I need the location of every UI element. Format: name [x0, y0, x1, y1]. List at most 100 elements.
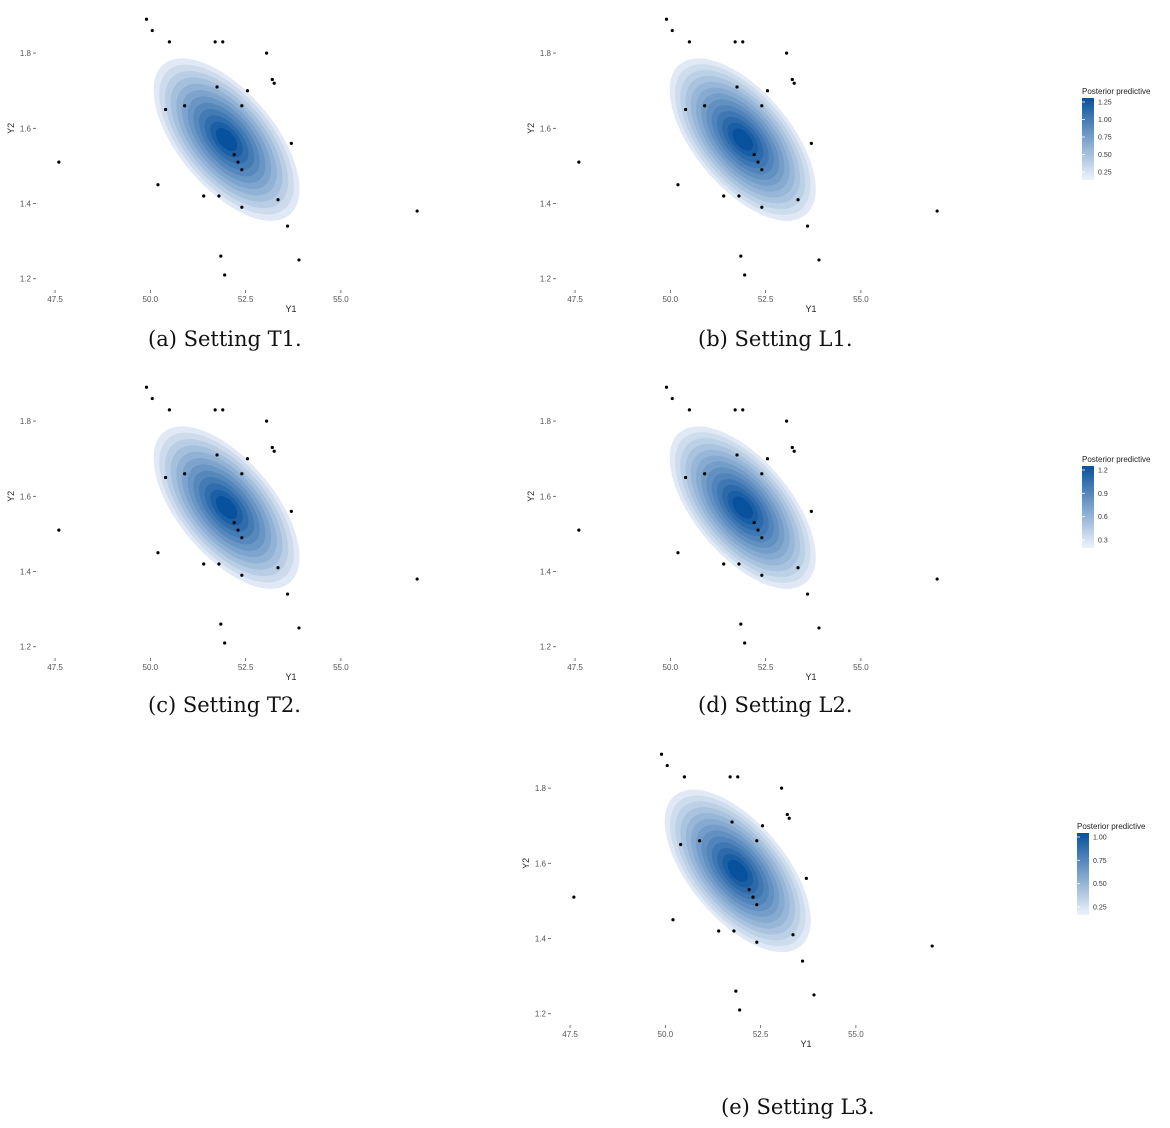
- data-point: [805, 224, 810, 228]
- data-point: [215, 453, 219, 457]
- data-point: [223, 273, 227, 277]
- data-point: [760, 536, 764, 540]
- density-b: [669, 58, 816, 221]
- data-point: [765, 457, 770, 461]
- data-point: [800, 959, 805, 963]
- caption-e: (e) Setting L3.: [721, 1095, 875, 1119]
- data-point: [790, 77, 794, 82]
- legend: Posterior predictive 1.00 0.75 0.50 0.25: [1077, 822, 1146, 915]
- y-tick-label: 1.8: [540, 417, 552, 426]
- data-point: [737, 562, 741, 566]
- data-point: [665, 763, 669, 768]
- data-point: [577, 160, 581, 164]
- density-e: [664, 789, 811, 953]
- data-point: [728, 775, 732, 779]
- data-point: [276, 566, 280, 570]
- data-point: [240, 205, 244, 209]
- data-point: [743, 641, 747, 645]
- data-point: [240, 536, 244, 540]
- x-tick-label: 52.5: [238, 295, 254, 304]
- chart-d: 47.5 50.0 52.5 55.0 1.2 1.4 1.6 1.8 Y1 Y2 Posterio…: [526, 385, 1151, 682]
- data-point: [703, 472, 707, 476]
- data-point: [240, 573, 244, 577]
- y-tick-label: 1.8: [535, 784, 547, 793]
- data-point: [809, 509, 813, 513]
- data-point: [805, 592, 810, 596]
- y-tick-label: 1.4: [535, 935, 547, 944]
- data-point: [236, 160, 240, 164]
- data-point: [163, 107, 168, 112]
- y-tick-label: 1.8: [20, 417, 32, 426]
- data-point: [930, 944, 934, 948]
- y-tick-label: 1.4: [540, 200, 552, 209]
- data-point: [733, 408, 737, 412]
- data-point: [272, 449, 276, 453]
- data-point: [664, 17, 669, 21]
- data-point: [735, 453, 739, 457]
- points-a: [57, 17, 419, 277]
- y-tick-label: 1.2: [535, 1010, 547, 1019]
- x-tick-label: 52.5: [758, 663, 774, 672]
- data-point: [817, 258, 821, 262]
- data-point: [787, 816, 791, 820]
- points-c: [57, 385, 419, 645]
- y-tick-label: 1.6: [535, 859, 547, 868]
- data-point: [670, 28, 674, 33]
- data-point: [752, 153, 756, 157]
- data-point: [245, 457, 250, 461]
- panel-a: 47.5 50.0 52.5 55.0 1.2 1.4 1.6 1.8 Y1 Y2 (a) Set…: [0, 0, 560, 360]
- data-point: [671, 918, 675, 922]
- y-axis-label: Y2: [6, 123, 16, 134]
- data-point: [202, 194, 206, 198]
- data-point: [676, 551, 680, 555]
- x-tick-label: 47.5: [47, 663, 63, 672]
- y-tick-label: 1.4: [20, 568, 32, 577]
- data-point: [791, 933, 795, 937]
- data-point: [219, 254, 223, 258]
- data-point: [755, 903, 759, 907]
- y-tick-label: 1.2: [20, 275, 32, 284]
- data-point: [163, 475, 168, 480]
- chart-c: 47.5 50.0 52.5 55.0 1.2 1.4 1.6 1.8 Y1 Y2: [6, 385, 419, 682]
- data-point: [221, 408, 225, 412]
- legend-tick-label: 0.3: [1098, 538, 1108, 545]
- y-axis-label: Y2: [6, 491, 16, 502]
- legend-title: Posterior predictive: [1077, 822, 1146, 831]
- legend-colorbar: [1082, 98, 1094, 180]
- data-point: [202, 562, 206, 566]
- data-point: [792, 81, 796, 85]
- data-point: [167, 408, 171, 412]
- data-point: [144, 17, 149, 21]
- legend-tick-label: 0.6: [1098, 514, 1108, 521]
- chart-e: 47.5 50.0 52.5 55.0 1.2 1.4 1.6 1.8 Y1 Y2 Posterio…: [521, 752, 1146, 1049]
- y-tick-label: 1.2: [540, 643, 552, 652]
- caption-d: (d) Setting L2.: [698, 693, 853, 717]
- data-point: [812, 993, 816, 997]
- data-point: [739, 254, 743, 258]
- legend-tick-label: 0.50: [1093, 881, 1107, 888]
- x-axis-label: Y1: [285, 672, 296, 682]
- chart-b: 47.5 50.0 52.5 55.0 1.2 1.4 1.6 1.8 Y1 Y2 Posterio…: [526, 17, 1151, 314]
- data-point: [270, 445, 274, 450]
- data-point: [739, 622, 743, 626]
- data-point: [755, 839, 759, 843]
- y-tick-label: 1.6: [20, 492, 32, 501]
- data-point: [760, 168, 764, 172]
- data-point: [765, 89, 770, 93]
- legend-colorbar: [1077, 833, 1089, 915]
- x-tick-label: 52.5: [238, 663, 254, 672]
- points-e: [572, 752, 934, 1012]
- y-tick-label: 1.4: [540, 568, 552, 577]
- x-tick-label: 50.0: [663, 295, 679, 304]
- density-level-12: [215, 128, 238, 152]
- y-axis-label: Y2: [526, 491, 536, 502]
- data-point: [156, 551, 160, 555]
- data-point: [156, 183, 160, 187]
- legend-colorbar: [1082, 466, 1094, 548]
- x-tick-label: 52.5: [758, 295, 774, 304]
- legend: Posterior predictive 1.2 0.9 0.6 0.3: [1082, 455, 1151, 548]
- data-point: [217, 194, 221, 198]
- y-tick-label: 1.6: [20, 124, 32, 133]
- x-tick-label: 50.0: [658, 1030, 674, 1039]
- legend-tick-label: 0.50: [1098, 152, 1112, 159]
